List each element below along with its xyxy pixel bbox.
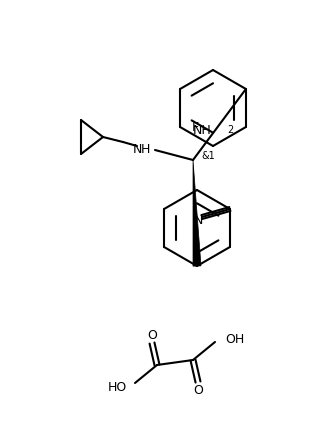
Polygon shape	[193, 160, 201, 266]
Text: N: N	[194, 214, 203, 227]
Text: O: O	[193, 384, 203, 396]
Text: HO: HO	[108, 380, 127, 393]
Text: H: H	[141, 142, 150, 155]
Text: N: N	[133, 142, 142, 155]
Text: F: F	[192, 121, 199, 134]
Text: O: O	[147, 328, 157, 341]
Text: NH: NH	[192, 124, 211, 137]
Text: OH: OH	[225, 332, 244, 345]
Text: &1: &1	[201, 151, 215, 161]
Text: 2: 2	[227, 125, 233, 135]
